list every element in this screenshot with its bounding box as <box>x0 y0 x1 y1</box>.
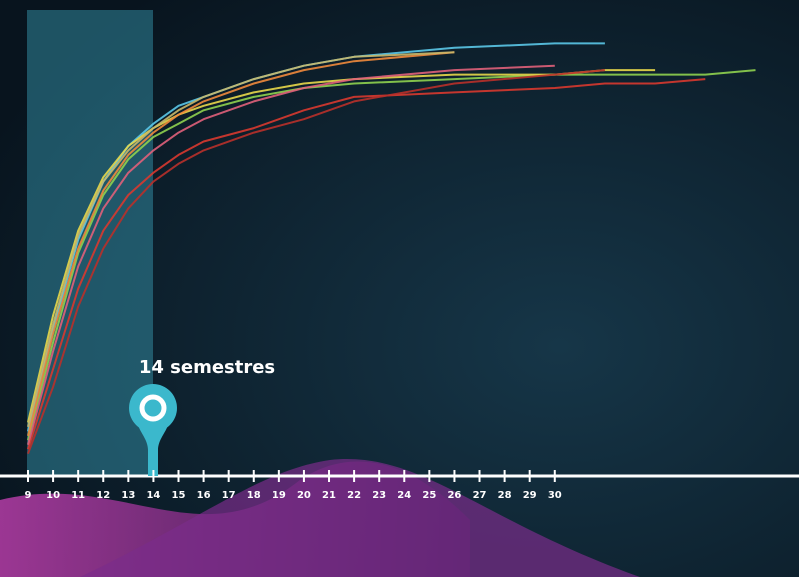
marker-ring <box>139 394 167 422</box>
series-line <box>27 69 756 441</box>
annotation: 14 semestres <box>139 357 275 378</box>
plot: 9 10 11 12 13 14 15 16 17 18 19 20 21 22 23 24 25 26 27 28 2… <box>25 42 756 501</box>
x-tick-label: 25 <box>422 490 436 501</box>
x-tick-label: 28 <box>498 490 512 501</box>
series-line <box>27 78 706 450</box>
x-tick-label: 18 <box>247 490 261 501</box>
x-tick-label: 12 <box>96 490 110 501</box>
decor-wave <box>80 459 640 577</box>
marker-stem <box>138 425 168 476</box>
series-line <box>27 69 605 455</box>
x-tick-label: 27 <box>473 490 487 501</box>
series-line <box>27 51 455 428</box>
x-tick-label: 29 <box>523 490 537 501</box>
x-tick-label: 14 <box>146 490 160 501</box>
x-tick-label: 19 <box>272 490 286 501</box>
x-tick-label: 9 <box>25 490 32 501</box>
series-line <box>27 69 656 423</box>
series-line <box>27 51 455 437</box>
x-tick-label: 10 <box>46 490 60 501</box>
x-tick-label: 23 <box>372 490 386 501</box>
x-tick-label: 24 <box>397 490 411 501</box>
x-tick-label: 11 <box>71 490 85 501</box>
series-line <box>27 42 605 432</box>
series-line <box>27 64 555 446</box>
marker-pin <box>129 384 177 432</box>
x-tick-label: 17 <box>222 490 236 501</box>
x-tick-label: 16 <box>197 490 211 501</box>
x-tick-label: 20 <box>297 490 311 501</box>
x-tick-label: 26 <box>447 490 461 501</box>
x-tick-label: 22 <box>347 490 361 501</box>
x-tick-label: 21 <box>322 490 336 501</box>
x-tick-label: 30 <box>548 490 562 501</box>
x-tick-label: 13 <box>121 490 135 501</box>
x-tick-label: 15 <box>172 490 186 501</box>
